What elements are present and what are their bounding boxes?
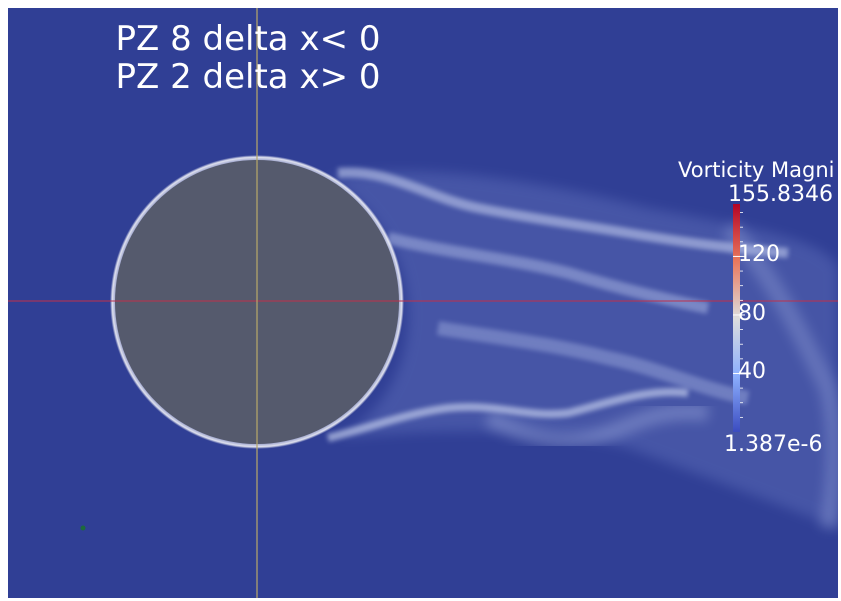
colorbar-title: Vorticity Magni xyxy=(678,158,835,182)
wake-lower-shear-layer xyxy=(327,388,689,442)
flow-visualization xyxy=(8,8,838,598)
vortex-wake xyxy=(327,167,838,530)
title-line-2: PZ 2 delta x> 0 xyxy=(115,57,381,97)
colorbar xyxy=(733,204,745,432)
colorbar-tick-label-40: 40 xyxy=(738,359,766,385)
colorbar-max-label: 155.8346 xyxy=(728,182,833,207)
wake-upper-shear-layer xyxy=(337,167,789,258)
wake-far-streak xyxy=(721,221,838,530)
colorbar-gradient xyxy=(733,204,740,432)
wake-upper-streak xyxy=(386,232,710,314)
marker-dot xyxy=(80,525,86,531)
title-line-1: PZ 8 delta x< 0 xyxy=(115,19,381,59)
colorbar-min-label: 1.387e-6 xyxy=(724,432,823,457)
wake-lower-blob xyxy=(484,404,709,449)
wake-middle-streak xyxy=(436,321,750,405)
colorbar-tick-label-120: 120 xyxy=(738,242,780,268)
colorbar-ticks xyxy=(733,212,745,418)
render-viewport[interactable]: PZ 8 delta x< 0 PZ 2 delta x> 0 Vorticit… xyxy=(8,8,838,598)
colorbar-tick-label-80: 80 xyxy=(738,300,766,326)
